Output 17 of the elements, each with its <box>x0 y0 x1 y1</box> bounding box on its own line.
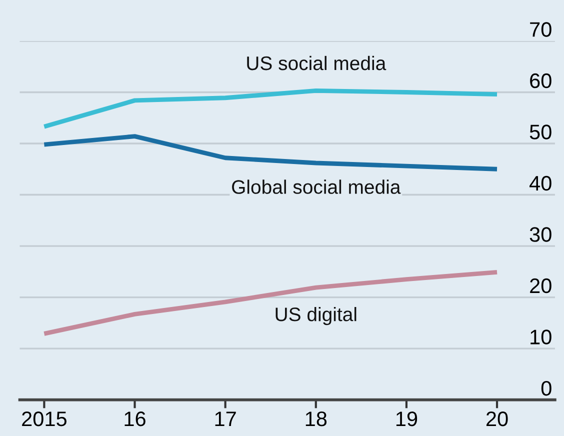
x-tick-label: 18 <box>306 411 327 426</box>
y-tick-label: 0 <box>541 380 552 396</box>
x-tick-label: 19 <box>396 411 418 426</box>
y-tick-label: 30 <box>530 227 552 242</box>
series-label: Global social media <box>232 180 401 194</box>
y-tick-label: 20 <box>530 278 552 294</box>
y-tick-label: 60 <box>530 73 552 88</box>
y-tick-label: 10 <box>530 330 552 344</box>
y-tick-label: 70 <box>530 22 552 37</box>
x-tick-label: 16 <box>124 411 146 426</box>
series-label: US digital <box>276 306 356 326</box>
y-tick-label: 50 <box>530 124 552 140</box>
x-tick-label: 17 <box>215 412 236 426</box>
x-tick-label: 20 <box>486 411 508 426</box>
y-tick-label: 40 <box>530 176 552 191</box>
series-label: US social media <box>247 56 386 70</box>
x-tick-label: 2015 <box>22 411 66 426</box>
